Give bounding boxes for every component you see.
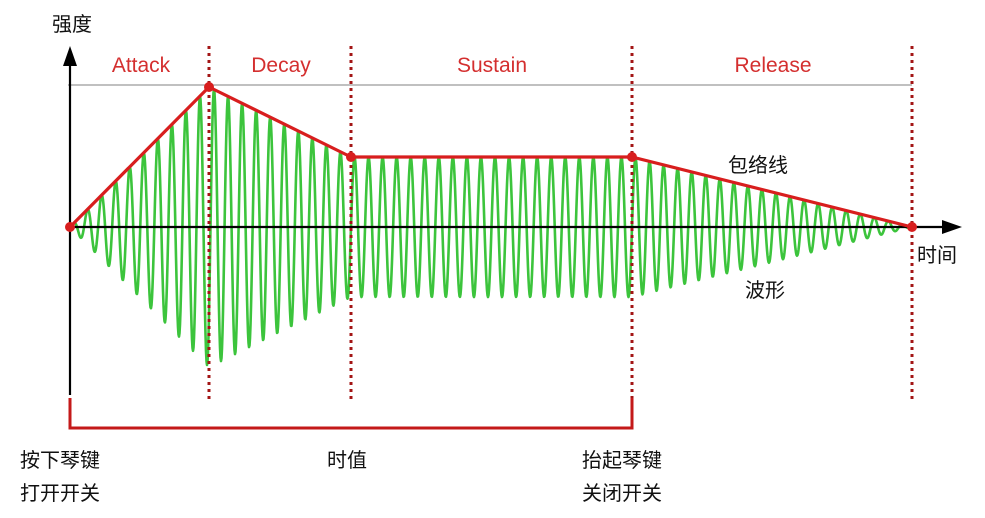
envelope-point-peak bbox=[204, 82, 214, 92]
envelope-point-sustain-start bbox=[346, 152, 356, 162]
phase-label-release: Release bbox=[734, 54, 811, 77]
key-release-line-1: 抬起琴键 bbox=[582, 448, 662, 472]
phase-label-decay: Decay bbox=[251, 54, 311, 77]
phase-label-attack: Attack bbox=[112, 54, 171, 77]
y-axis-arrow-icon bbox=[63, 46, 77, 66]
envelope-annotation: 包络线 bbox=[728, 153, 788, 177]
duration-bracket bbox=[68, 398, 634, 430]
key-press-line-1: 按下琴键 bbox=[20, 448, 100, 472]
y-axis-label: 强度 bbox=[52, 12, 92, 36]
key-press-line-2: 打开开关 bbox=[20, 481, 100, 505]
duration-label: 时值 bbox=[327, 448, 367, 472]
envelope-point-sustain-end bbox=[627, 152, 637, 162]
phase-label-sustain: Sustain bbox=[457, 54, 527, 77]
x-axis-label: 时间 bbox=[917, 243, 957, 267]
waveform-annotation: 波形 bbox=[745, 278, 785, 302]
envelope-points bbox=[65, 82, 917, 232]
envelope-point-start bbox=[65, 222, 75, 232]
key-release-line-2: 关闭开关 bbox=[582, 481, 662, 505]
x-axis-arrow-icon bbox=[942, 220, 962, 234]
envelope-point-end bbox=[907, 222, 917, 232]
